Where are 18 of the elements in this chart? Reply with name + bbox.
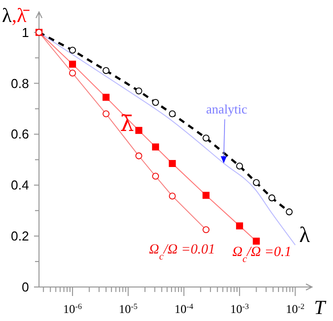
x-tick-label: 10$^{-2}$	[286, 302, 305, 316]
x-tick-label: 10$^{-6}$	[63, 302, 82, 316]
y-tick-label: 1	[22, 24, 29, 40]
y-tick-label: 0.2	[10, 228, 29, 244]
y-axis-title: λ,λ̄	[2, 5, 30, 27]
x-tick-label: 10$^{-3}$	[230, 302, 249, 316]
y-tick-label: 0.4	[10, 178, 29, 193]
annotation: λ̄	[120, 112, 134, 137]
series-label: Ω$_{c}$/Ω =0.1	[232, 245, 292, 265]
y-tick-label: 0.8	[10, 76, 29, 91]
y-tick-label: 0.6	[10, 126, 29, 142]
y-tick-label: 0	[22, 280, 29, 294]
series-label: λ	[299, 222, 310, 247]
series-label: Ω$_{c}$/Ω =0.01	[149, 242, 216, 262]
series-label: analytic	[206, 101, 248, 116]
x-tick-label: 10$^{-5}$	[118, 302, 138, 316]
x-axis-title: T	[314, 297, 327, 319]
x-tick-label: 10$^{-4}$	[174, 302, 194, 316]
